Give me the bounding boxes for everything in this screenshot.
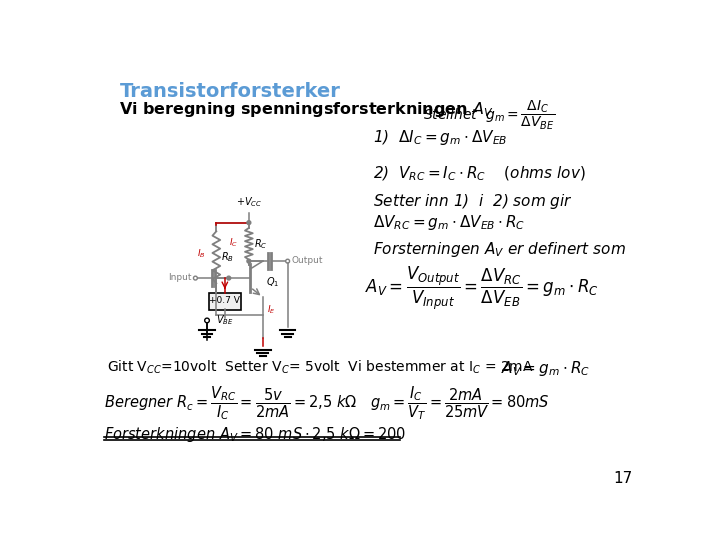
Text: $I_E$: $I_E$ [266,303,275,316]
Text: Gitt V$_{CC}$=10volt  Setter V$_C$= 5volt  Vi bestemmer at I$_C$ = 2mA: Gitt V$_{CC}$=10volt Setter V$_C$= 5volt… [107,359,534,376]
Text: $Q_1$: $Q_1$ [266,275,279,289]
Text: Output: Output [292,256,323,265]
Text: Transistorforsterker: Transistorforsterker [120,82,341,101]
Text: $\mathit{Forsterningen}\ A_V\ \mathit{er\ definert\ som}$: $\mathit{Forsterningen}\ A_V\ \mathit{er… [373,240,626,259]
Text: 1)  $\Delta \mathit{I}_C = g_m \cdot \Delta V_{EB}$: 1) $\Delta \mathit{I}_C = g_m \cdot \Del… [373,128,508,147]
Text: $R_B$: $R_B$ [221,251,234,264]
Circle shape [247,221,251,225]
Text: Vi beregning spenningsforsterkningen $\mathit{A}_V$: Vi beregning spenningsforsterkningen $\m… [120,100,494,119]
Circle shape [247,259,251,263]
Text: $+V_{CC}$: $+V_{CC}$ [235,195,262,209]
Text: $\mathit{Setter\ inn}$ 1)  $i$  2) $\mathit{som\ gir}$: $\mathit{Setter\ inn}$ 1) $i$ 2) $\mathi… [373,192,572,211]
Text: $I_B$: $I_B$ [197,248,205,260]
Text: $R_C$: $R_C$ [253,237,267,251]
Circle shape [227,276,230,280]
FancyBboxPatch shape [209,293,241,309]
Text: $\Delta V_{RC} = g_m \cdot \Delta V_{EB} \cdot R_C$: $\Delta V_{RC} = g_m \cdot \Delta V_{EB}… [373,213,526,232]
Text: Input: Input [168,273,192,282]
Text: $A_V = g_m \cdot R_C$: $A_V = g_m \cdot R_C$ [500,359,590,378]
Text: $I_C$: $I_C$ [229,236,238,248]
Text: $A_V = \dfrac{V_{Output}}{V_{Input}} = \dfrac{\Delta V_{RC}}{\Delta V_{EB}} = g_: $A_V = \dfrac{V_{Output}}{V_{Input}} = \… [365,265,599,312]
Text: 2)  $\mathit{V}_{RC} = I_C \cdot R_C$    $\mathit{(ohms\ lov)}$: 2) $\mathit{V}_{RC} = I_C \cdot R_C$ $\m… [373,165,585,183]
Text: $\mathit{Forsterkningen}\ A_V = 80\ mS \cdot 2{,}5\ k\Omega = 200$: $\mathit{Forsterkningen}\ A_V = 80\ mS \… [104,425,406,444]
Text: $V_{BE}$: $V_{BE}$ [216,313,234,327]
Text: $\mathit{Steilhet}\ \ g_m = \dfrac{\Delta I_C}{\Delta V_{BE}}$: $\mathit{Steilhet}\ \ g_m = \dfrac{\Delt… [423,99,555,132]
Text: +0.7 V: +0.7 V [210,296,240,305]
Text: 17: 17 [613,470,632,485]
Text: $\mathit{Beregner}\ R_c = \dfrac{V_{RC}}{I_C} = \dfrac{5v}{2mA} = 2{,}5\ k\Omega: $\mathit{Beregner}\ R_c = \dfrac{V_{RC}}… [104,384,549,422]
